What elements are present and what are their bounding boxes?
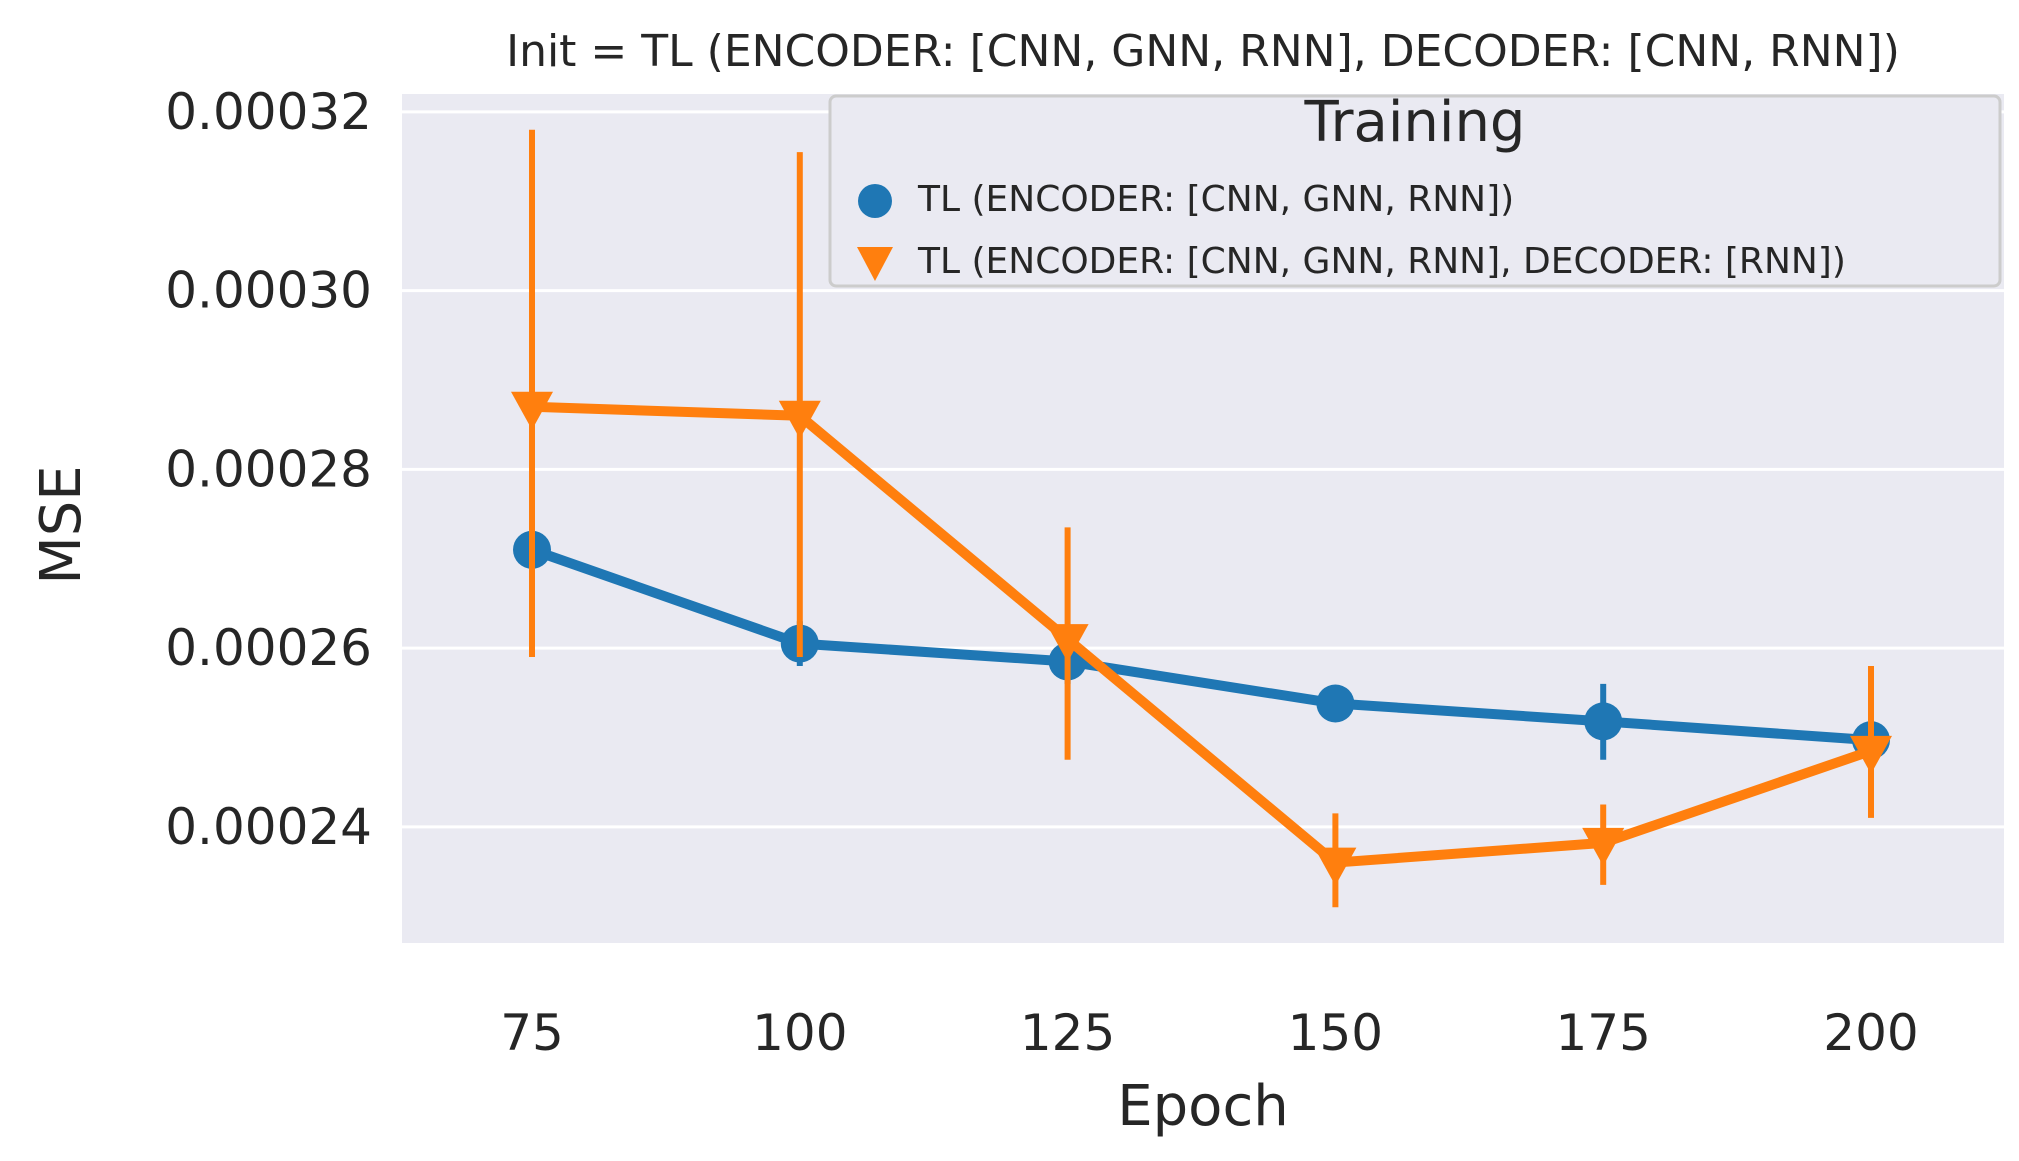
legend-box <box>828 94 2002 288</box>
data-point <box>511 391 553 430</box>
x-tick-label: 150 <box>1288 1004 1383 1062</box>
series-layer <box>511 129 1892 908</box>
series-line <box>530 545 1872 746</box>
y-tick-label: 0.00024 <box>165 798 372 856</box>
chart-title: Init = TL (ENCODER: [CNN, GNN, RNN], DEC… <box>506 26 1900 77</box>
data-point <box>778 400 821 439</box>
legend-marker-series-1 <box>858 184 892 218</box>
data-point <box>1582 827 1625 866</box>
legend-title: Training <box>1304 90 1526 155</box>
data-point <box>1046 624 1089 663</box>
y-tick-label: 0.00030 <box>165 262 372 320</box>
data-point <box>1316 684 1355 723</box>
x-tick-labels: 75 100 125 150 175 200 <box>500 1004 1919 1062</box>
x-tick-label: 100 <box>752 1004 847 1062</box>
x-axis-label: Epoch <box>1117 1074 1288 1139</box>
y-tick-labels: 0.00024 0.00026 0.00028 0.00030 0.00032 <box>165 83 372 856</box>
legend-marker-series-2 <box>857 247 893 281</box>
legend-label-series-1: TL (ENCODER: [CNN, GNN, RNN]) <box>917 179 1514 220</box>
data-point <box>1850 735 1892 774</box>
series-line <box>531 401 1873 868</box>
data-point <box>1584 702 1623 741</box>
series-2 <box>511 129 1892 908</box>
grid <box>402 110 2004 829</box>
x-tick-label: 125 <box>1020 1004 1115 1062</box>
x-tick-label: 75 <box>500 1004 564 1062</box>
y-tick-label: 0.00026 <box>165 619 372 677</box>
x-tick-label: 175 <box>1555 1004 1650 1062</box>
legend-label-series-2: TL (ENCODER: [CNN, GNN, RNN], DECODER: [… <box>917 241 1846 282</box>
data-point <box>1314 847 1357 886</box>
y-tick-label: 0.00032 <box>165 83 372 141</box>
x-tick-label: 200 <box>1823 1004 1918 1062</box>
y-tick-label: 0.00028 <box>165 440 372 498</box>
legend: Training TL (ENCODER: [CNN, GNN, RNN]) T… <box>828 90 2002 288</box>
y-axis-label: MSE <box>29 465 94 584</box>
